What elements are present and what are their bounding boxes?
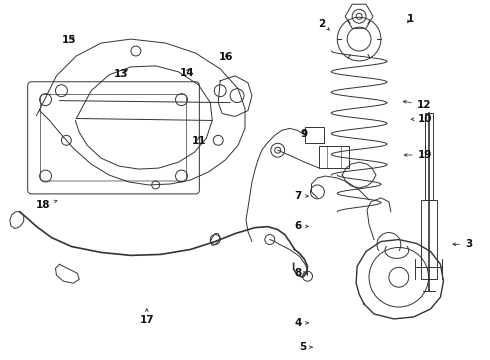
Text: 10: 10 (411, 114, 432, 124)
Text: 19: 19 (404, 150, 432, 160)
Text: 17: 17 (140, 309, 154, 325)
Text: 7: 7 (294, 191, 308, 201)
Text: 5: 5 (299, 342, 312, 352)
Text: 2: 2 (318, 18, 329, 30)
Text: 12: 12 (403, 100, 431, 110)
Text: 8: 8 (294, 268, 307, 278)
Text: 13: 13 (114, 68, 128, 78)
Text: 11: 11 (192, 136, 206, 146)
Text: 3: 3 (453, 239, 472, 249)
Text: 4: 4 (295, 318, 308, 328)
Text: 6: 6 (294, 221, 308, 231)
Text: 18: 18 (36, 200, 57, 210)
Text: 15: 15 (62, 35, 76, 45)
Text: 9: 9 (301, 129, 308, 139)
Text: 14: 14 (179, 68, 194, 78)
Text: 1: 1 (407, 14, 414, 23)
Text: 16: 16 (219, 52, 234, 62)
